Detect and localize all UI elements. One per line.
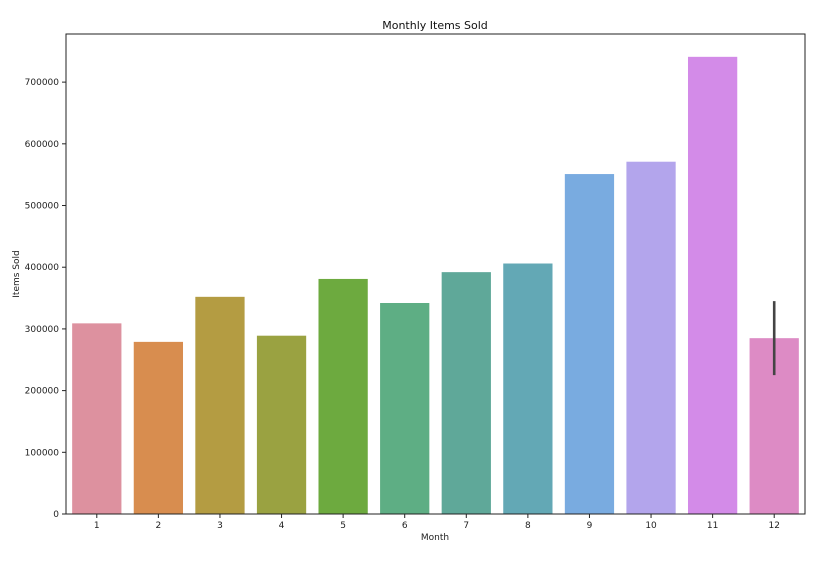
- x-tick-label: 11: [707, 521, 718, 531]
- x-tick-label: 5: [340, 521, 346, 531]
- bar-month-3: [195, 296, 245, 514]
- x-tick-label: 10: [645, 521, 657, 531]
- y-tick-label: 0: [53, 510, 59, 520]
- x-tick-label: 4: [279, 521, 285, 531]
- x-tick-label: 8: [525, 521, 531, 531]
- x-axis-label: Month: [421, 533, 449, 543]
- y-tick-label: 200000: [25, 387, 60, 397]
- y-axis-label: Items Sold: [12, 250, 22, 297]
- bar-month-4: [256, 335, 307, 514]
- bar-month-10: [626, 161, 676, 514]
- y-tick-label: 300000: [25, 325, 60, 335]
- x-tick-label: 7: [463, 521, 469, 531]
- x-tick-label: 1: [94, 521, 100, 531]
- bar-month-8: [503, 263, 553, 514]
- bar-month-7: [441, 272, 491, 514]
- chart-title: Monthly Items Sold: [382, 19, 488, 32]
- x-tick-label: 6: [402, 521, 408, 531]
- x-tick-label: 2: [156, 521, 162, 531]
- bar-month-5: [318, 278, 368, 514]
- y-tick-label: 700000: [25, 78, 60, 88]
- bar-month-1: [72, 323, 122, 514]
- bar-month-11: [687, 56, 738, 515]
- x-axis: 1 2 3 4 5 6 7 8 9 10 11 12: [94, 514, 780, 531]
- y-tick-label: 600000: [25, 140, 60, 150]
- x-tick-label: 3: [217, 521, 223, 531]
- y-tick-label: 100000: [25, 448, 60, 458]
- y-tick-label: 400000: [25, 263, 60, 273]
- x-tick-label: 9: [587, 521, 593, 531]
- y-tick-label: 500000: [25, 202, 60, 212]
- bar-month-6: [380, 302, 430, 514]
- y-axis: 0 100000 200000 300000 400000 500000 600000 700…: [25, 78, 66, 520]
- bar-month-9: [564, 174, 615, 515]
- plot-frame: [65, 33, 806, 515]
- x-tick-label: 12: [768, 521, 779, 531]
- bars-group: [72, 56, 799, 515]
- bar-month-2: [133, 341, 184, 514]
